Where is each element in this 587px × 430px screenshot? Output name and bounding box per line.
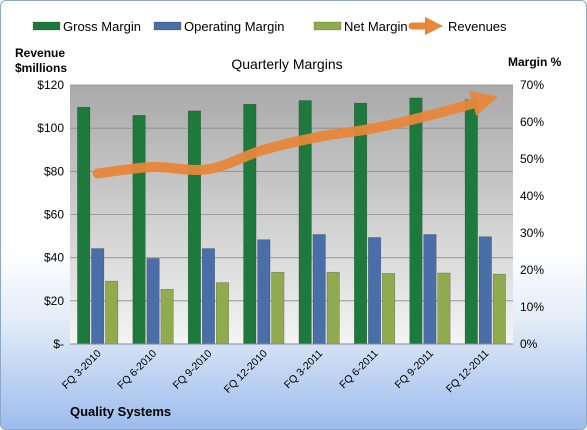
bar-operating-margin — [257, 239, 271, 345]
bar-net-margin — [105, 280, 119, 345]
right-tick-label: 50% — [520, 152, 544, 166]
left-tick-label: $20 — [44, 294, 64, 308]
left-tick-label: $- — [53, 337, 64, 351]
right-tick-label: 40% — [520, 189, 544, 203]
x-tick-label: FQ 9-2010 — [171, 348, 215, 392]
bar-operating-margin — [91, 248, 105, 345]
right-tick-label: 20% — [520, 263, 544, 277]
x-tick-label: FQ 12-2011 — [444, 348, 492, 396]
x-tick-label: FQ 12-2010 — [222, 348, 270, 396]
right-tick-label: 60% — [520, 115, 544, 129]
x-tick-label: FQ 3-2011 — [282, 348, 326, 392]
footer-company-name: Quality Systems — [70, 404, 171, 419]
left-axis-label-line2: $millions — [15, 61, 67, 75]
bar-net-margin — [382, 273, 396, 345]
legend-swatch-operating-margin — [153, 21, 182, 31]
legend-label: Revenues — [448, 19, 507, 34]
bar-net-margin — [215, 282, 229, 345]
bar-gross-margin — [354, 102, 368, 345]
bar-net-margin — [271, 271, 285, 345]
x-tick-label: FQ 6-2010 — [115, 348, 159, 392]
legend-label: Net Margin — [344, 19, 408, 34]
left-tick-label: $120 — [37, 78, 64, 92]
left-tick-label: $60 — [44, 208, 64, 222]
bar-net-margin — [492, 273, 506, 345]
bar-gross-margin — [464, 99, 478, 345]
x-tick-label: FQ 6-2011 — [337, 348, 381, 392]
legend-label: Operating Margin — [184, 19, 284, 34]
bar-operating-margin — [423, 234, 437, 345]
chart-title: Quarterly Margins — [231, 56, 342, 72]
bar-net-margin — [437, 272, 451, 345]
revenues-line — [92, 90, 498, 179]
left-tick-label: $40 — [44, 251, 64, 265]
right-tick-label: 70% — [520, 78, 544, 92]
bar-operating-margin — [146, 258, 160, 345]
right-tick-label: 10% — [520, 300, 544, 314]
bar-operating-margin — [312, 234, 326, 345]
bar-gross-margin — [187, 110, 201, 345]
bar-gross-margin — [409, 97, 423, 345]
bar-net-margin — [326, 271, 340, 345]
x-tick-label: FQ 3-2010 — [60, 348, 104, 392]
bar-gross-margin — [243, 103, 257, 345]
bar-operating-margin — [201, 248, 215, 345]
bar-operating-margin — [478, 236, 492, 345]
right-axis-label: Margin % — [508, 55, 562, 69]
bar-net-margin — [160, 288, 174, 345]
left-tick-label: $80 — [44, 164, 64, 178]
left-axis-label-line1: Revenue — [15, 46, 65, 60]
legend-label: Gross Margin — [63, 19, 141, 34]
right-tick-label: 30% — [520, 226, 544, 240]
right-tick-label: 0% — [520, 337, 538, 351]
legend-swatch-gross-margin — [32, 21, 61, 31]
bar-gross-margin — [77, 106, 91, 345]
bar-operating-margin — [368, 237, 382, 345]
left-tick-label: $100 — [37, 121, 64, 135]
legend: Gross Margin Operating Margin Net Margin Re… — [32, 16, 507, 36]
x-tick-label: FQ 9-2011 — [393, 348, 437, 392]
legend-swatch-net-margin — [313, 21, 342, 31]
bar-gross-margin — [132, 115, 146, 345]
